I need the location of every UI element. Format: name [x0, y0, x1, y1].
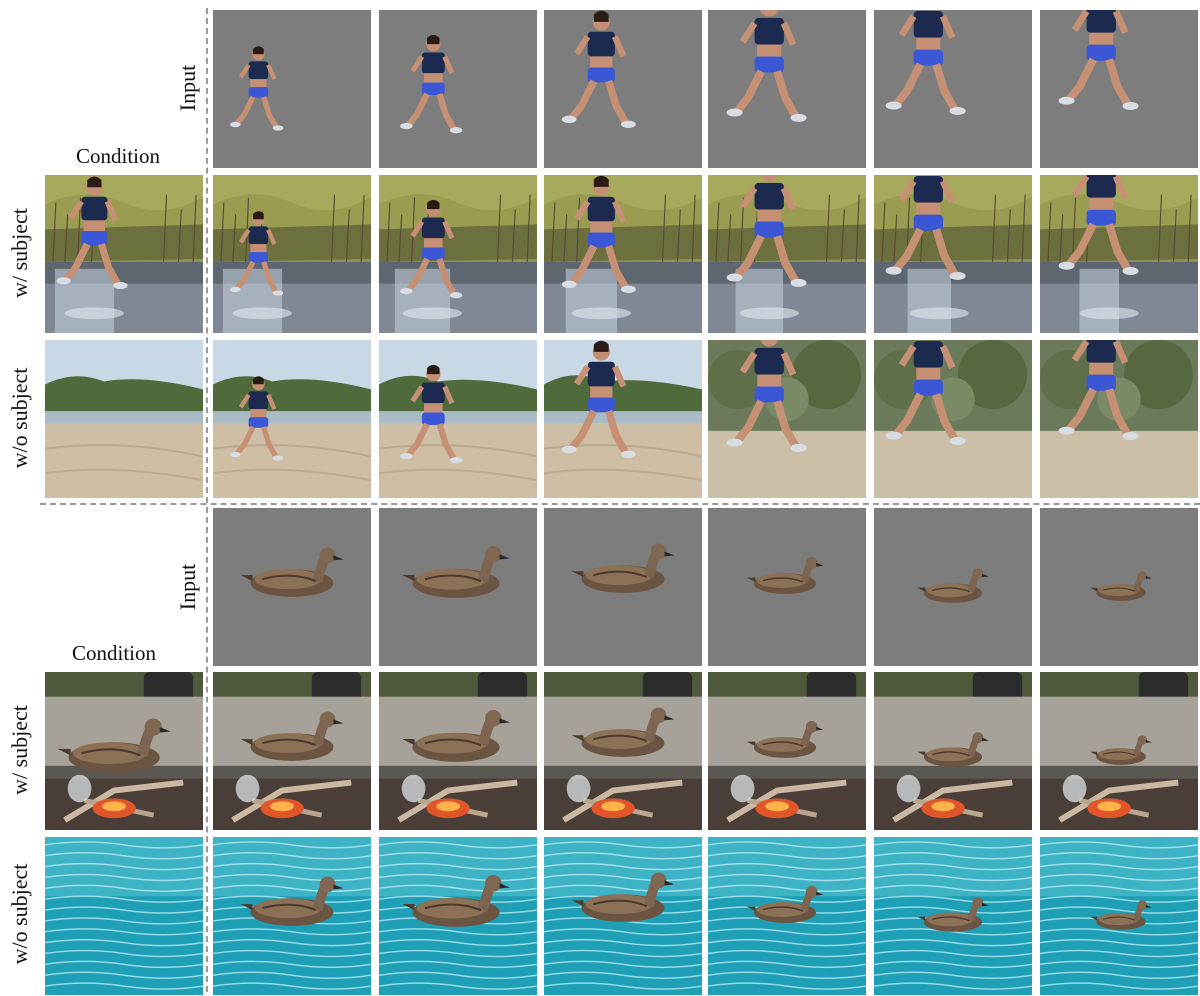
without-subject-frame-duck-2 — [379, 837, 537, 995]
row-label-input-2: Input — [175, 563, 200, 611]
with-subject-frame-duck-4 — [708, 672, 866, 830]
condition-label-2: Condition — [72, 641, 157, 665]
without-subject-frame-runner-6 — [1040, 340, 1198, 498]
without-subject-frame-duck-6 — [1040, 837, 1198, 995]
input-frame-runner-5 — [874, 10, 1032, 168]
condition-image-duck-1 — [45, 672, 203, 830]
input-frame-duck-1 — [213, 508, 371, 666]
input-frame-duck-3 — [544, 508, 702, 666]
input-frame-runner-6 — [1040, 10, 1198, 168]
without-subject-frame-runner-2 — [379, 340, 537, 498]
input-frame-runner-4 — [708, 10, 866, 168]
input-frame-runner-3 — [544, 10, 702, 168]
without-subject-frame-duck-1 — [213, 837, 371, 995]
condition-label-1: Condition — [76, 144, 161, 168]
input-frame-duck-6 — [1040, 508, 1198, 666]
with-subject-frame-duck-3 — [544, 672, 702, 830]
with-subject-frame-runner-3 — [544, 175, 702, 333]
horizontal-divider — [40, 503, 1200, 505]
input-frame-duck-2 — [379, 508, 537, 666]
without-subject-frame-runner-1 — [213, 340, 371, 498]
without-subject-frame-runner-5 — [874, 340, 1032, 498]
with-subject-frame-runner-4 — [708, 175, 866, 333]
with-subject-frame-runner-6 — [1040, 175, 1198, 333]
input-frame-duck-4 — [708, 508, 866, 666]
row-label-without-subject-2: w/o subject — [7, 863, 32, 965]
without-subject-frame-duck-5 — [874, 837, 1032, 995]
without-subject-frame-duck-4 — [708, 837, 866, 995]
row-label-with-subject-2: w/ subject — [7, 705, 32, 795]
with-subject-frame-runner-5 — [874, 175, 1032, 333]
row-label-input-1: Input — [175, 64, 200, 112]
with-subject-frame-duck-1 — [213, 672, 371, 830]
with-subject-frame-runner-1 — [213, 175, 371, 333]
condition-image-runner-1 — [45, 175, 203, 333]
input-frame-runner-1 — [213, 10, 371, 168]
condition-image-duck-2 — [45, 837, 203, 995]
input-frame-duck-5 — [874, 508, 1032, 666]
with-subject-frame-runner-2 — [379, 175, 537, 333]
with-subject-frame-duck-2 — [379, 672, 537, 830]
with-subject-frame-duck-6 — [1040, 672, 1198, 830]
with-subject-frame-duck-5 — [874, 672, 1032, 830]
without-subject-frame-runner-4 — [708, 340, 866, 498]
row-label-with-subject-1: w/ subject — [7, 208, 32, 298]
vertical-divider — [206, 8, 208, 992]
without-subject-frame-duck-3 — [544, 837, 702, 995]
input-frame-runner-2 — [379, 10, 537, 168]
without-subject-frame-runner-3 — [544, 340, 702, 498]
condition-image-runner-2 — [45, 340, 203, 498]
row-label-without-subject-1: w/o subject — [7, 367, 32, 469]
